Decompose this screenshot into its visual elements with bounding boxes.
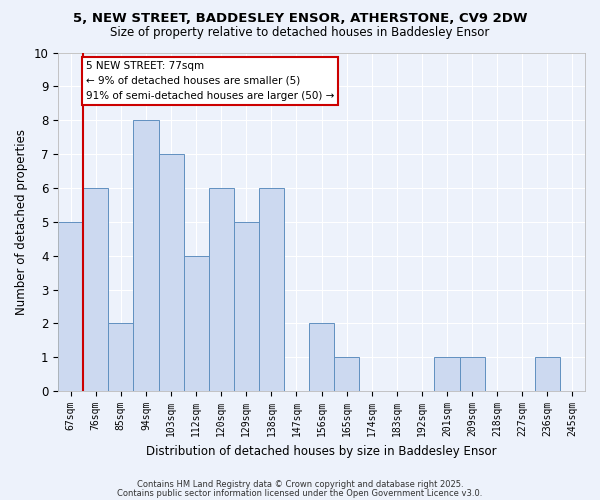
Bar <box>158 154 184 391</box>
Text: Contains public sector information licensed under the Open Government Licence v3: Contains public sector information licen… <box>118 488 482 498</box>
Bar <box>535 358 560 391</box>
Bar <box>109 324 133 391</box>
Text: 5 NEW STREET: 77sqm
← 9% of detached houses are smaller (5)
91% of semi-detached: 5 NEW STREET: 77sqm ← 9% of detached hou… <box>86 61 334 100</box>
Bar <box>58 222 83 391</box>
Bar <box>434 358 460 391</box>
Text: 5, NEW STREET, BADDESLEY ENSOR, ATHERSTONE, CV9 2DW: 5, NEW STREET, BADDESLEY ENSOR, ATHERSTO… <box>73 12 527 26</box>
X-axis label: Distribution of detached houses by size in Baddesley Ensor: Distribution of detached houses by size … <box>146 444 497 458</box>
Bar <box>133 120 158 391</box>
Bar <box>234 222 259 391</box>
Bar <box>209 188 234 391</box>
Bar <box>259 188 284 391</box>
Bar <box>83 188 109 391</box>
Bar <box>309 324 334 391</box>
Bar <box>184 256 209 391</box>
Text: Contains HM Land Registry data © Crown copyright and database right 2025.: Contains HM Land Registry data © Crown c… <box>137 480 463 489</box>
Bar <box>334 358 359 391</box>
Bar <box>460 358 485 391</box>
Text: Size of property relative to detached houses in Baddesley Ensor: Size of property relative to detached ho… <box>110 26 490 39</box>
Y-axis label: Number of detached properties: Number of detached properties <box>15 129 28 315</box>
